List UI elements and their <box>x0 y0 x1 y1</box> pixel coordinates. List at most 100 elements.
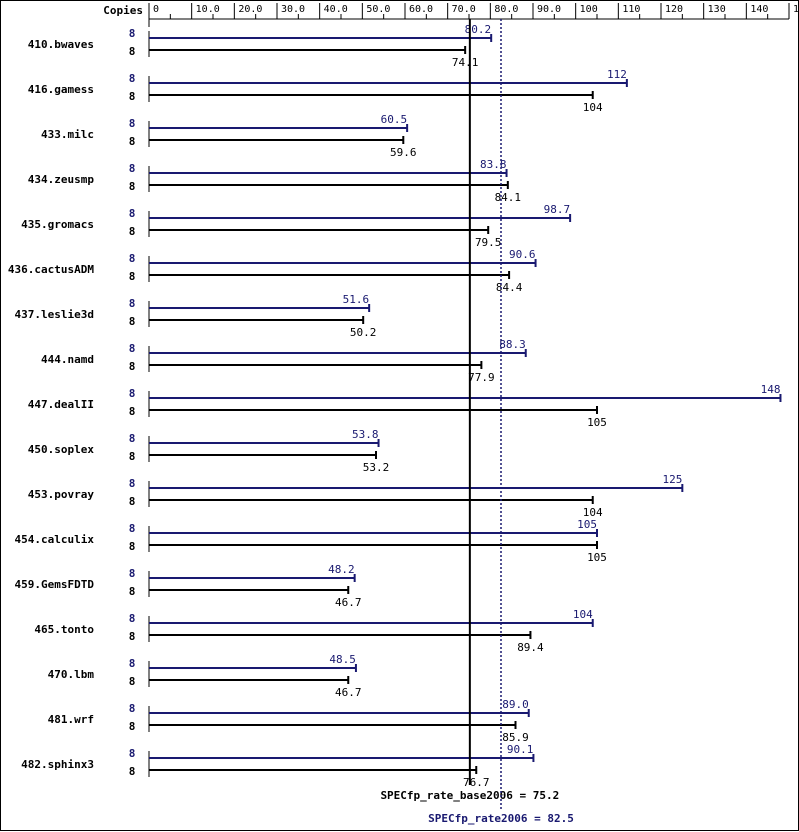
peak-copies-label: 8 <box>129 342 136 355</box>
peak-copies-label: 8 <box>129 747 136 760</box>
peak-copies-label: 8 <box>129 567 136 580</box>
peak-copies-label: 8 <box>129 612 136 625</box>
benchmark-label: 437.leslie3d <box>15 308 94 321</box>
benchmark-label: 447.dealII <box>28 398 94 411</box>
base-copies-label: 8 <box>129 765 136 778</box>
base-copies-label: 8 <box>129 540 136 553</box>
peak-value-label: 80.2 <box>465 23 492 36</box>
benchmark-label: 434.zeusmp <box>28 173 95 186</box>
peak-value-label: 125 <box>662 473 682 486</box>
peak-copies-label: 8 <box>129 522 136 535</box>
benchmark-label: 454.calculix <box>15 533 95 546</box>
base-value-label: 79.5 <box>475 236 502 249</box>
peak-copies-label: 8 <box>129 207 136 220</box>
peak-copies-label: 8 <box>129 702 136 715</box>
peak-copies-label: 8 <box>129 432 136 445</box>
peak-copies-label: 8 <box>129 162 136 175</box>
benchmark-label: 459.GemsFDTD <box>15 578 95 591</box>
x-tick-label: 30.0 <box>281 4 305 15</box>
peak-copies-label: 8 <box>129 657 136 670</box>
base-copies-label: 8 <box>129 405 136 418</box>
peak-value-label: 89.0 <box>502 698 529 711</box>
benchmark-label: 444.namd <box>41 353 94 366</box>
base-value-label: 85.9 <box>502 731 529 744</box>
x-tick-label: 120 <box>665 4 683 15</box>
peak-value-label: 148 <box>761 383 781 396</box>
peak-value-label: 88.3 <box>499 338 526 351</box>
x-tick-label: 60.0 <box>409 4 433 15</box>
peak-value-label: 90.1 <box>507 743 534 756</box>
peak-value-label: 51.6 <box>343 293 370 306</box>
base-copies-label: 8 <box>129 315 136 328</box>
benchmark-label: 410.bwaves <box>28 38 94 51</box>
benchmark-label: 482.sphinx3 <box>21 758 94 771</box>
x-tick-label: 140 <box>750 4 768 15</box>
peak-reference-label: SPECfp_rate2006 = 82.5 <box>428 812 574 825</box>
peak-value-label: 48.5 <box>329 653 356 666</box>
benchmark-label: 453.povray <box>28 488 95 501</box>
benchmark-label: 416.gamess <box>28 83 94 96</box>
base-copies-label: 8 <box>129 450 136 463</box>
x-tick-label: 40.0 <box>324 4 348 15</box>
base-copies-label: 8 <box>129 720 136 733</box>
peak-copies-label: 8 <box>129 387 136 400</box>
peak-copies-label: 8 <box>129 477 136 490</box>
base-value-label: 50.2 <box>350 326 377 339</box>
base-copies-label: 8 <box>129 630 136 643</box>
base-copies-label: 8 <box>129 90 136 103</box>
benchmark-label: 481.wrf <box>48 713 94 726</box>
base-copies-label: 8 <box>129 495 136 508</box>
benchmark-label: 470.lbm <box>48 668 95 681</box>
benchmark-label: 435.gromacs <box>21 218 94 231</box>
base-value-label: 46.7 <box>335 596 362 609</box>
x-tick-label: 50.0 <box>366 4 390 15</box>
base-copies-label: 8 <box>129 135 136 148</box>
peak-copies-label: 8 <box>129 27 136 40</box>
base-value-label: 104 <box>583 101 603 114</box>
peak-copies-label: 8 <box>129 72 136 85</box>
peak-copies-label: 8 <box>129 117 136 130</box>
base-copies-label: 8 <box>129 180 136 193</box>
x-tick-label: 90.0 <box>537 4 561 15</box>
peak-value-label: 105 <box>577 518 597 531</box>
base-copies-label: 8 <box>129 45 136 58</box>
x-tick-label: 130 <box>708 4 726 15</box>
peak-value-label: 83.8 <box>480 158 507 171</box>
copies-header: Copies <box>103 4 143 17</box>
base-value-label: 89.4 <box>517 641 544 654</box>
peak-value-label: 90.6 <box>509 248 536 261</box>
x-tick-label: 0 <box>153 4 159 15</box>
peak-copies-label: 8 <box>129 297 136 310</box>
base-value-label: 104 <box>583 506 603 519</box>
base-reference-label: SPECfp_rate_base2006 = 75.2 <box>380 789 559 802</box>
x-tick-label: 20.0 <box>238 4 262 15</box>
benchmark-label: 433.milc <box>41 128 94 141</box>
base-value-label: 59.6 <box>390 146 417 159</box>
benchmark-label: 450.soplex <box>28 443 95 456</box>
benchmark-label: 436.cactusADM <box>8 263 94 276</box>
base-value-label: 105 <box>587 551 607 564</box>
benchmark-label: 465.tonto <box>34 623 94 636</box>
x-tick-label: 80.0 <box>494 4 518 15</box>
x-tick-label: 110 <box>622 4 640 15</box>
base-value-label: 84.1 <box>495 191 522 204</box>
base-copies-label: 8 <box>129 360 136 373</box>
x-tick-label: 150 <box>793 4 799 15</box>
base-value-label: 77.9 <box>468 371 495 384</box>
base-copies-label: 8 <box>129 585 136 598</box>
peak-value-label: 48.2 <box>328 563 355 576</box>
peak-value-label: 98.7 <box>544 203 571 216</box>
base-value-label: 53.2 <box>363 461 390 474</box>
base-copies-label: 8 <box>129 225 136 238</box>
x-tick-label: 70.0 <box>452 4 476 15</box>
peak-value-label: 104 <box>573 608 593 621</box>
peak-value-label: 53.8 <box>352 428 379 441</box>
base-value-label: 74.1 <box>452 56 479 69</box>
x-tick-label: 100 <box>580 4 598 15</box>
base-value-label: 84.4 <box>496 281 523 294</box>
peak-copies-label: 8 <box>129 252 136 265</box>
base-value-label: 105 <box>587 416 607 429</box>
x-tick-label: 10.0 <box>196 4 220 15</box>
base-value-label: 46.7 <box>335 686 362 699</box>
